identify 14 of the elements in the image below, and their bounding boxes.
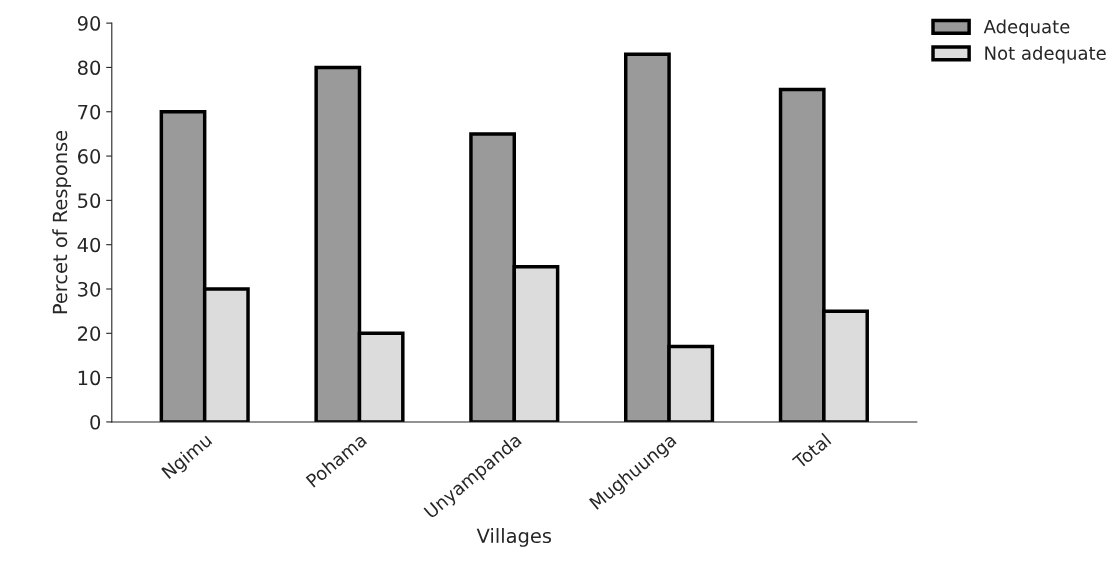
y-tick-label: 40 bbox=[77, 237, 101, 253]
y-tick-label: 0 bbox=[90, 414, 101, 430]
y-tick-label: 70 bbox=[78, 104, 101, 120]
y-tick-label: 50 bbox=[78, 193, 101, 209]
y-tick-label: 90 bbox=[77, 16, 101, 31]
y-tick-label: 80 bbox=[77, 60, 101, 76]
y-tick-label: 30 bbox=[78, 281, 101, 297]
y-tick-label: 10 bbox=[78, 370, 101, 386]
y-axis-title: Percet of Response bbox=[52, 130, 72, 314]
y-tick-label: 20 bbox=[78, 326, 101, 341]
x-axis-title: Villages bbox=[476, 528, 552, 547]
legend-label: Not adequate bbox=[985, 45, 1106, 64]
y-tick-label: 60 bbox=[78, 149, 101, 164]
legend-label: Adequate bbox=[983, 19, 1070, 37]
